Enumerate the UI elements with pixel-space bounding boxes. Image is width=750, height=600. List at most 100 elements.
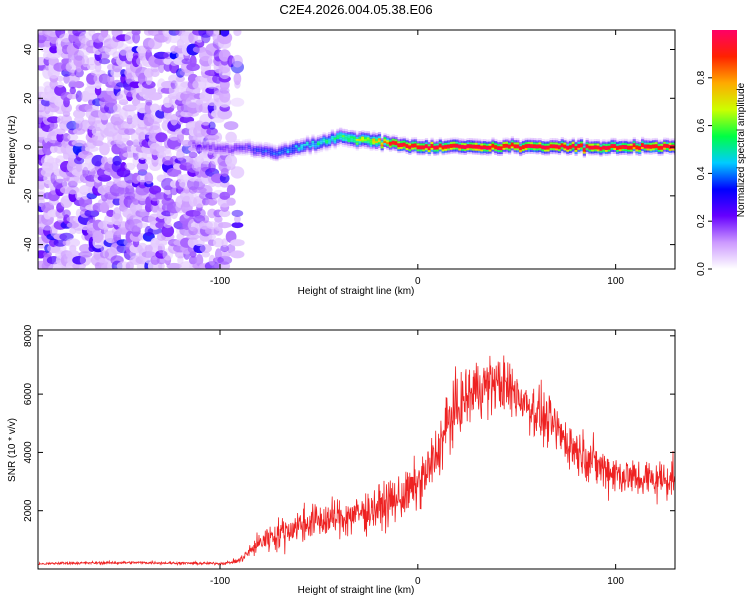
spectrogram-cell bbox=[272, 146, 276, 149]
spectrogram-cell bbox=[355, 132, 359, 135]
spectrogram-cell bbox=[305, 149, 310, 152]
spectrogram-cell bbox=[474, 152, 478, 155]
spectrogram-cell bbox=[383, 142, 387, 145]
spectrogram-cell bbox=[278, 151, 282, 154]
spectrogram-cell bbox=[444, 148, 448, 151]
spectrogram-cell bbox=[610, 147, 614, 150]
spectrogram-cell bbox=[452, 151, 456, 154]
spectrogram-cell bbox=[527, 139, 531, 142]
spectrogram-cell bbox=[447, 146, 451, 149]
spectrogram-cell bbox=[599, 144, 603, 147]
spectrogram-cell bbox=[197, 138, 201, 141]
spectrogram-cell bbox=[610, 145, 614, 148]
spectrogram-cell bbox=[99, 201, 110, 214]
spectrogram-cell bbox=[292, 150, 296, 153]
spectrogram-cell bbox=[358, 138, 362, 142]
spectrogram-cell bbox=[530, 143, 534, 147]
spectrogram-cell bbox=[391, 134, 395, 137]
spectrogram-cell bbox=[344, 131, 348, 134]
spectrogram-cell bbox=[402, 148, 406, 151]
spectrogram-cell bbox=[117, 132, 130, 143]
spectrogram-cell bbox=[397, 137, 401, 140]
spectrogram-cell bbox=[361, 132, 365, 135]
spectrogram-cell bbox=[544, 153, 548, 156]
spectrogram-cell bbox=[244, 150, 249, 154]
spectrogram-cell bbox=[325, 135, 329, 138]
snr-y-tick-label: 2000 bbox=[23, 499, 34, 522]
spectrogram-cell bbox=[455, 137, 459, 140]
spectrogram-cell bbox=[280, 144, 285, 147]
spectrogram-cell bbox=[341, 138, 346, 141]
spectrogram-cell bbox=[563, 140, 567, 143]
spectrogram-cell bbox=[557, 148, 562, 152]
spectrogram-cell bbox=[220, 30, 230, 37]
spectrogram-cell bbox=[641, 148, 645, 151]
spectrogram-cell bbox=[258, 149, 262, 152]
spectrogram-cell bbox=[218, 251, 231, 258]
spectrogram-cell bbox=[510, 149, 514, 153]
spectrogram-cell bbox=[200, 157, 212, 165]
spectrogram-cell bbox=[195, 142, 199, 145]
spectrogram-cell bbox=[352, 140, 357, 143]
spectrogram-cell bbox=[361, 145, 365, 149]
spectrogram-cell bbox=[491, 149, 495, 152]
spectrogram-cell bbox=[62, 209, 71, 218]
spectrogram-cell bbox=[239, 141, 243, 144]
spectrogram-cell bbox=[355, 138, 359, 141]
spectrogram-cell bbox=[416, 141, 420, 144]
spectrogram-cell bbox=[364, 142, 368, 145]
spectrogram-cell bbox=[283, 147, 287, 150]
spectrogram-cell bbox=[253, 151, 257, 155]
spectrogram-cell bbox=[319, 138, 323, 141]
spectrogram-cell bbox=[499, 149, 503, 153]
spectrogram-cell bbox=[574, 139, 578, 143]
spectrogram-cell bbox=[488, 149, 492, 152]
spectrogram-cell bbox=[275, 149, 279, 152]
spectrogram-cell bbox=[247, 152, 251, 155]
spectrogram-cell bbox=[485, 143, 490, 146]
spectrogram-cell bbox=[81, 55, 90, 68]
spectrogram-cell bbox=[552, 151, 556, 155]
spectrogram-cell bbox=[605, 151, 609, 154]
spectrogram-cell bbox=[461, 138, 465, 141]
spectrogram-cell bbox=[231, 151, 235, 154]
spectrogram-cell bbox=[294, 148, 298, 151]
spectrogram-cell bbox=[638, 143, 642, 147]
spectrogram-cell bbox=[632, 146, 636, 150]
spectrogram-cell bbox=[383, 140, 387, 144]
spectrogram-cell bbox=[297, 150, 301, 154]
spectrogram-cell bbox=[244, 149, 249, 152]
spectrogram-cell bbox=[577, 141, 581, 144]
spectrogram-cell bbox=[566, 153, 570, 156]
spectrogram-cell bbox=[192, 141, 196, 144]
spectrogram-cell bbox=[549, 147, 553, 151]
spectrogram-cell bbox=[599, 148, 603, 151]
spectrogram-cell bbox=[580, 141, 584, 144]
spectrogram-cell bbox=[391, 148, 395, 151]
spectrogram-cell bbox=[244, 145, 249, 148]
spectrogram-cell bbox=[569, 146, 573, 150]
spectrogram-cell bbox=[494, 144, 498, 148]
spectrogram-cell bbox=[635, 149, 639, 152]
spectrogram-cell bbox=[236, 141, 240, 144]
spectrogram-cell bbox=[480, 141, 484, 144]
spectrogram-cell bbox=[280, 156, 285, 159]
spectrogram-cell bbox=[261, 150, 265, 153]
spectrogram-cell bbox=[541, 148, 545, 152]
spectrogram-cell bbox=[419, 139, 423, 142]
spectrogram-cell bbox=[386, 145, 390, 149]
spectrogram-cell bbox=[366, 144, 370, 148]
spectrogram-cell bbox=[350, 129, 354, 133]
spectrogram-cell bbox=[217, 151, 221, 154]
spectrogram-cell bbox=[485, 153, 490, 156]
spectrogram-cell bbox=[269, 153, 274, 156]
spectrogram-cell bbox=[605, 143, 609, 147]
spectrogram-cell bbox=[222, 153, 226, 156]
spectrogram-cell bbox=[328, 137, 332, 141]
spectrogram-cell bbox=[629, 143, 634, 146]
spectrogram-cell bbox=[122, 104, 138, 112]
spectrogram-cell bbox=[577, 145, 581, 148]
spectrogram-cell bbox=[355, 144, 359, 147]
spectrogram-cell bbox=[419, 145, 423, 148]
